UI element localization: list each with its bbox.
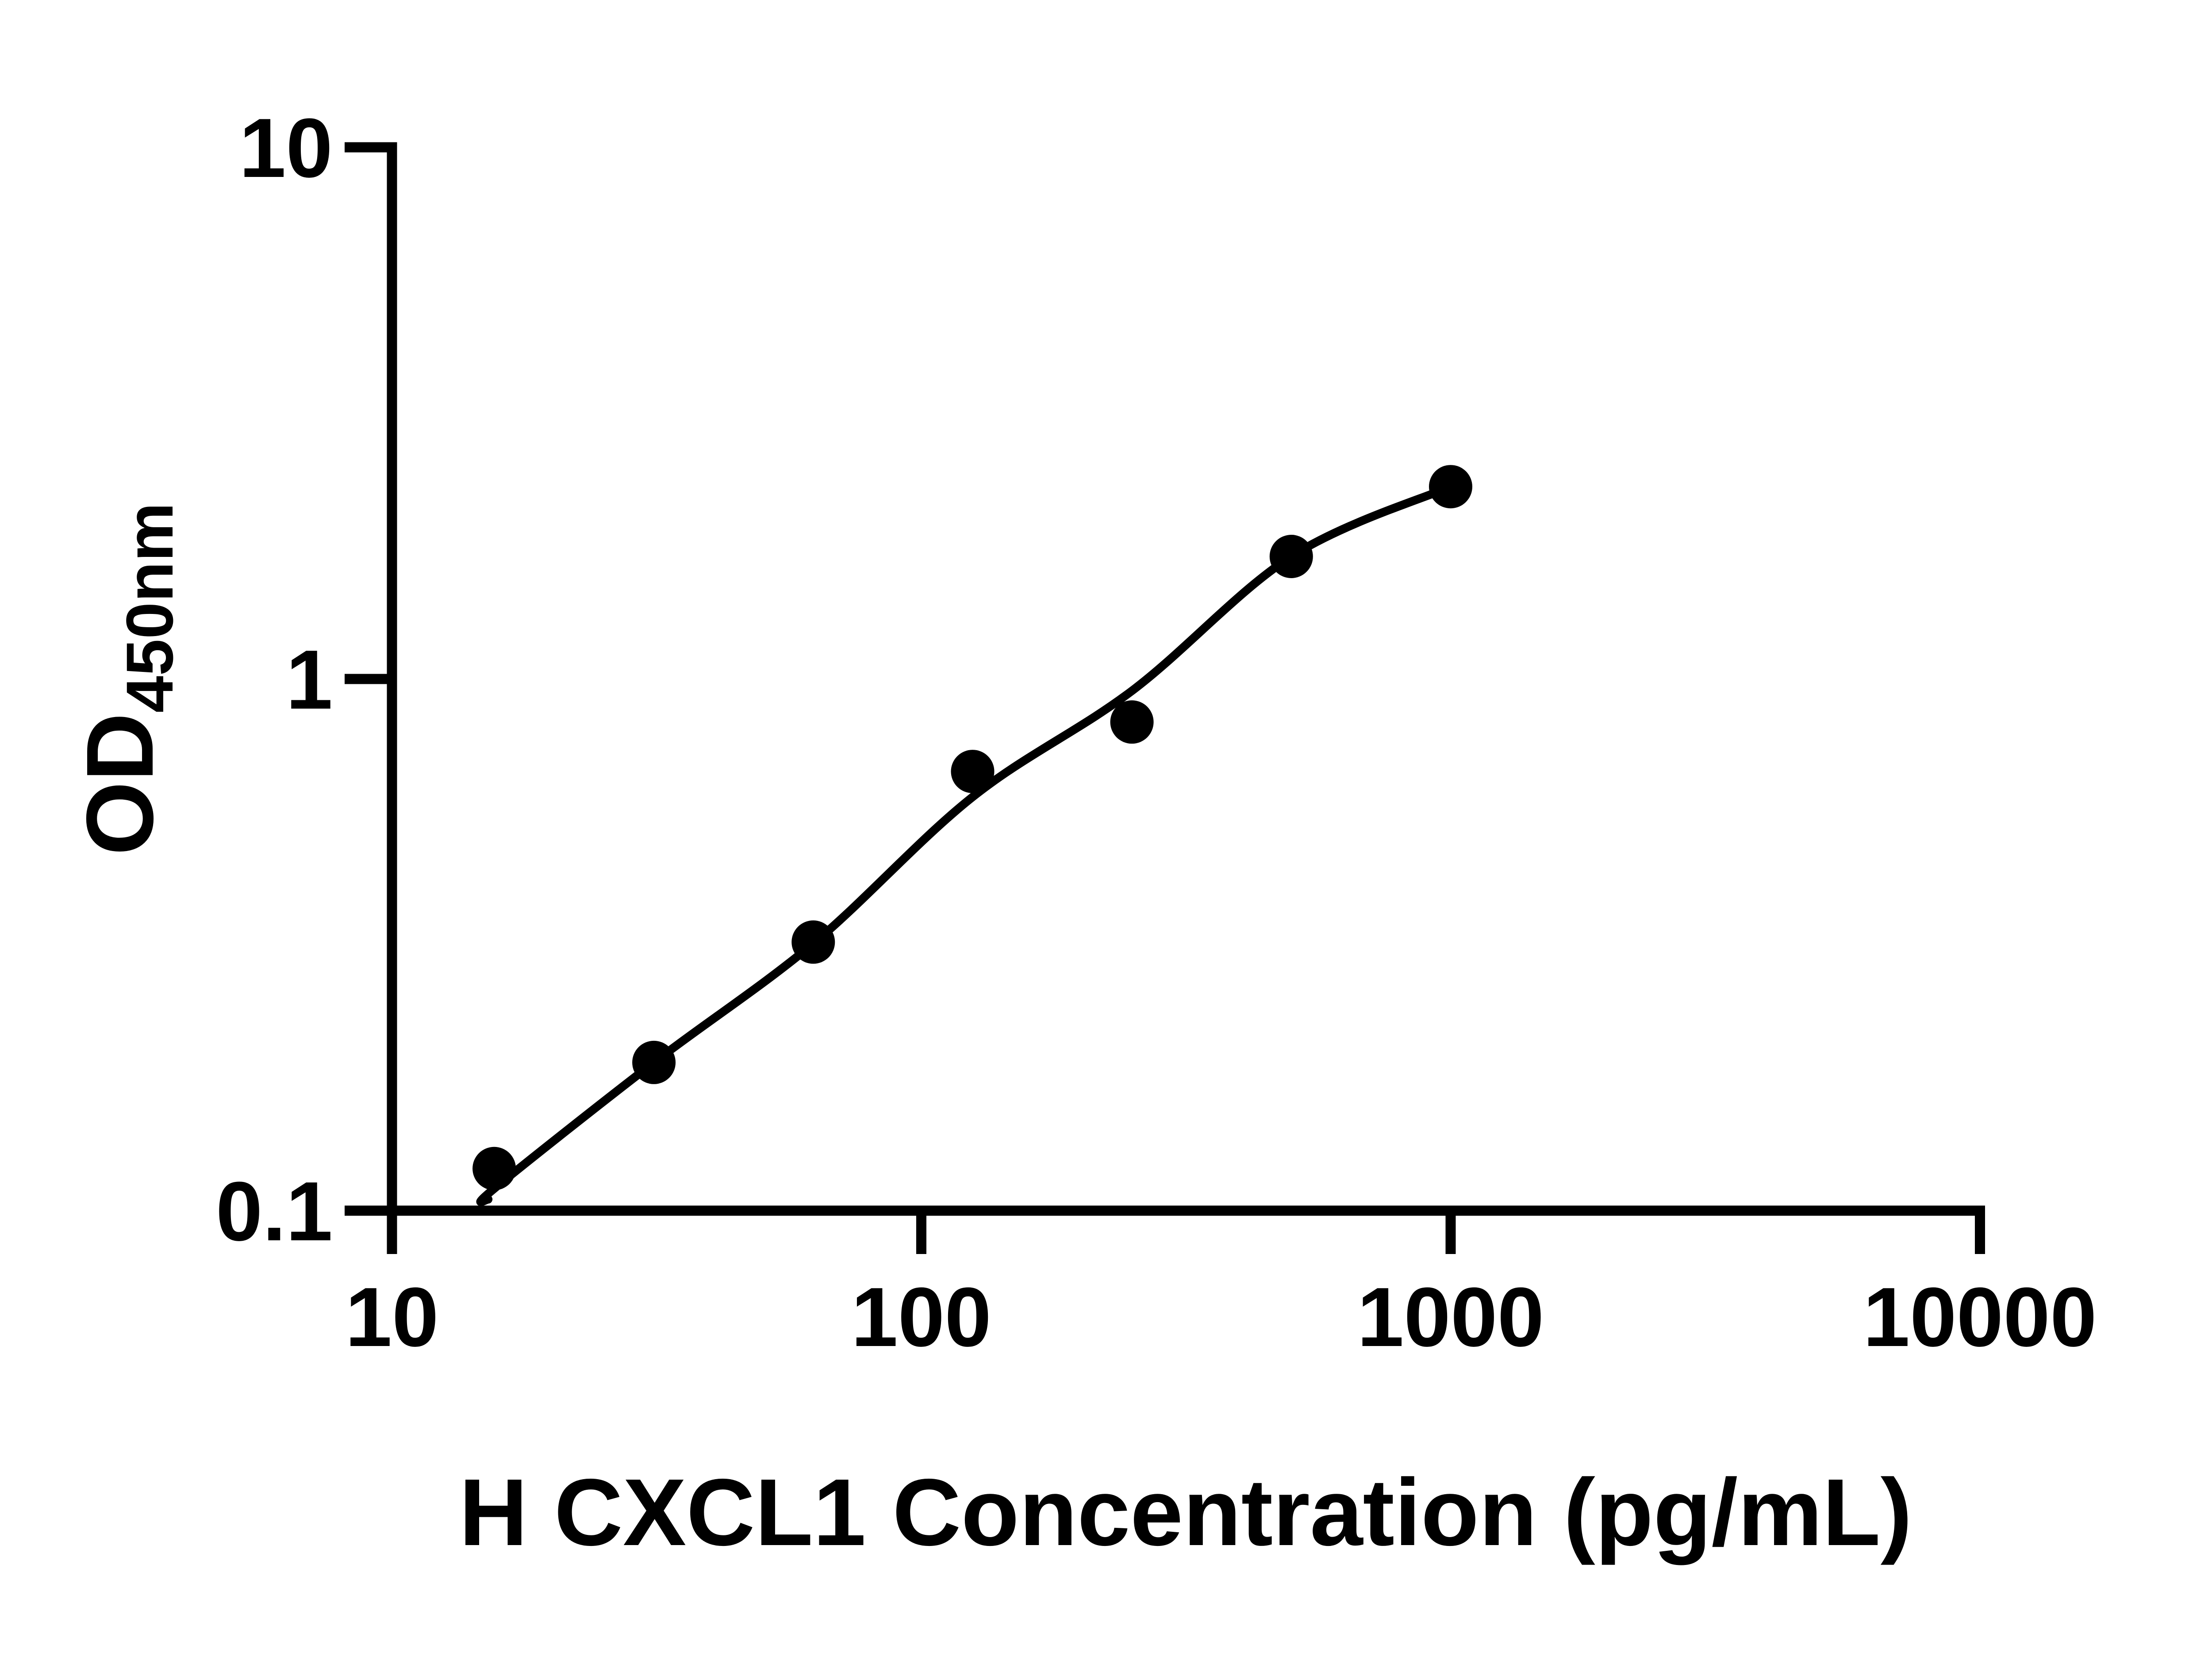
y-tick-label: 0.1 — [216, 1165, 333, 1258]
y-tick-label: 1 — [286, 633, 333, 727]
fit-curve — [476, 482, 1455, 1206]
x-axis-title: H CXCL1 Concentration (pg/mL) — [459, 1459, 1912, 1565]
data-point — [1429, 465, 1472, 509]
y-axis-tick-labels: 10 1 0.1 — [216, 101, 333, 1258]
data-point — [1269, 535, 1313, 578]
data-point — [632, 1040, 676, 1084]
y-axis-title: OD450nm — [66, 502, 187, 855]
y-tick-label: 10 — [239, 101, 333, 195]
y-axis-title-subscript: 450nm — [112, 502, 187, 713]
y-axis-title-main: OD — [66, 713, 173, 855]
x-axis-tick-labels: 10 100 1000 10000 — [345, 1270, 2097, 1364]
data-point — [791, 920, 835, 964]
y-axis-ticks — [345, 142, 392, 1216]
data-points — [472, 465, 1472, 1190]
x-axis-ticks — [387, 1211, 1985, 1254]
x-tick-label: 100 — [851, 1270, 991, 1364]
fit-curve-path — [476, 482, 1455, 1206]
x-tick-label: 10000 — [1863, 1270, 2097, 1364]
x-tick-label: 1000 — [1357, 1270, 1544, 1364]
data-point — [951, 750, 995, 794]
x-tick-label: 10 — [345, 1270, 438, 1364]
data-point — [472, 1147, 516, 1190]
data-point — [1110, 700, 1154, 744]
